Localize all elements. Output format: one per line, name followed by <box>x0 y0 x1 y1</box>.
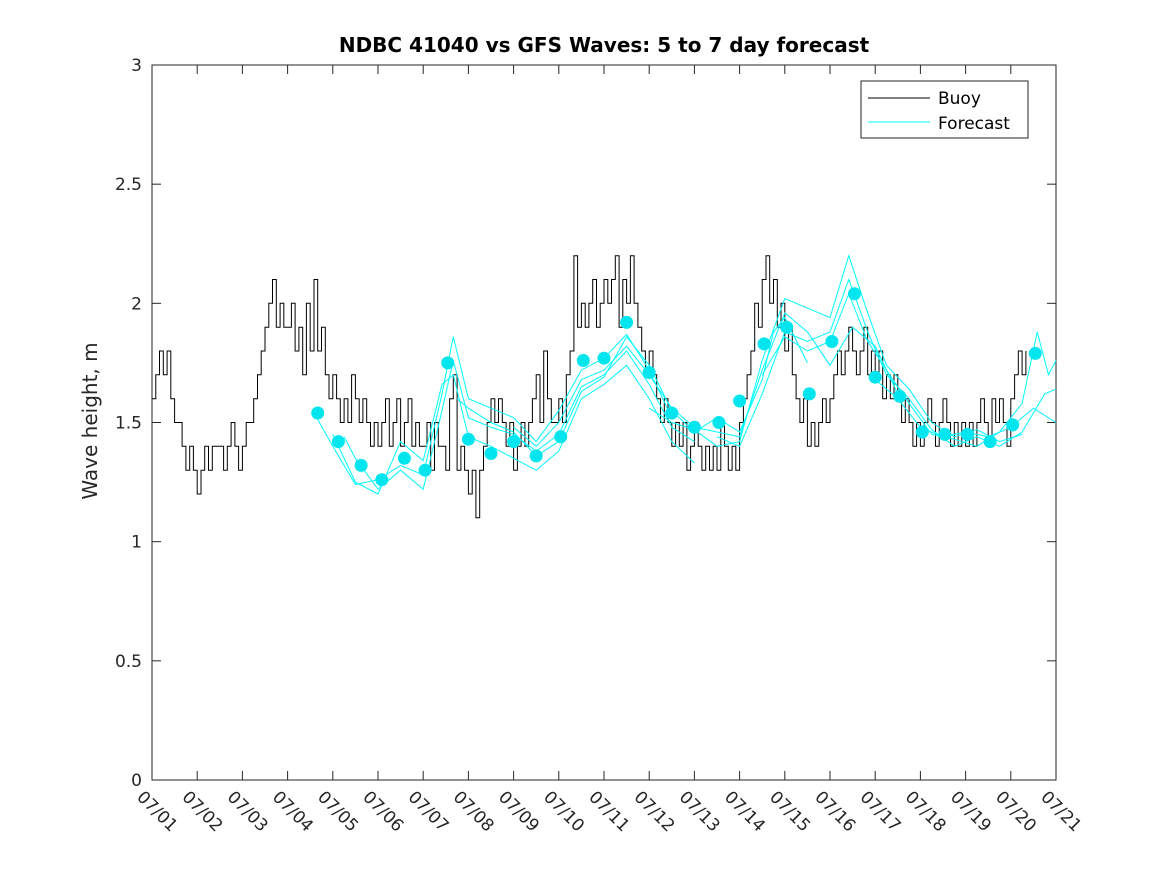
y-tick-label: 2.5 <box>115 175 142 195</box>
forecast-marker <box>983 435 997 449</box>
forecast-marker <box>597 351 611 365</box>
forecast-marker <box>620 315 634 329</box>
chart-title: NDBC 41040 vs GFS Waves: 5 to 7 day fore… <box>339 33 870 57</box>
forecast-marker <box>712 416 726 429</box>
forecast-marker <box>461 432 475 446</box>
forecast-marker <box>529 449 543 463</box>
forecast-marker <box>1006 418 1020 432</box>
buoy-series <box>152 255 1027 519</box>
forecast-marker <box>665 406 679 420</box>
forecast-marker <box>375 473 389 487</box>
forecast-run-line <box>332 364 695 495</box>
forecast-run-line <box>716 278 1057 447</box>
forecast-marker <box>733 394 747 408</box>
legend-buoy-label: Buoy <box>938 89 981 109</box>
forecast-marker <box>780 320 794 334</box>
forecast-marker <box>354 458 368 472</box>
forecast-marker <box>554 430 568 444</box>
forecast-marker <box>418 463 432 477</box>
forecast-marker <box>757 337 771 351</box>
forecast-marker <box>507 435 521 449</box>
legend: Buoy Forecast <box>860 80 1029 139</box>
forecast-marker <box>576 354 590 367</box>
forecast-marker <box>802 387 816 401</box>
forecast-run-line <box>648 254 1023 447</box>
y-tick-label: 0.5 <box>115 652 142 672</box>
forecast-marker <box>311 406 325 420</box>
forecast-marker <box>642 366 656 379</box>
forecast-marker <box>484 447 498 460</box>
forecast-marker <box>961 427 974 441</box>
y-tick-label: 0 <box>131 771 142 791</box>
y-tick-label: 1.5 <box>115 414 142 434</box>
legend-forecast-label: Forecast <box>938 114 1010 134</box>
forecast-marker <box>825 335 839 348</box>
y-tick-label: 1 <box>131 533 142 553</box>
forecast-marker <box>893 389 907 403</box>
forecast-marker <box>915 425 929 439</box>
y-axis-ticks: 0 0.5 1 1.5 2 2.5 3 <box>115 56 1056 791</box>
forecast-run-line <box>761 292 1057 447</box>
forecast-marker <box>938 427 952 441</box>
forecast-marker <box>397 451 411 465</box>
legend-box <box>860 80 1029 139</box>
forecast-markers <box>311 287 1042 487</box>
y-tick-label: 3 <box>131 56 142 76</box>
y-tick-label: 2 <box>131 294 142 314</box>
y-axis-title: Wave height, m <box>78 342 102 499</box>
forecast-marker <box>687 420 701 434</box>
forecast-run-line <box>513 312 899 447</box>
forecast-marker <box>848 287 861 301</box>
forecast-run-line <box>343 350 695 491</box>
forecast-marker <box>441 356 455 370</box>
forecast-marker <box>1028 346 1042 360</box>
buoy-line <box>152 255 1027 519</box>
forecast-marker <box>331 435 345 449</box>
forecast-marker <box>868 370 882 384</box>
